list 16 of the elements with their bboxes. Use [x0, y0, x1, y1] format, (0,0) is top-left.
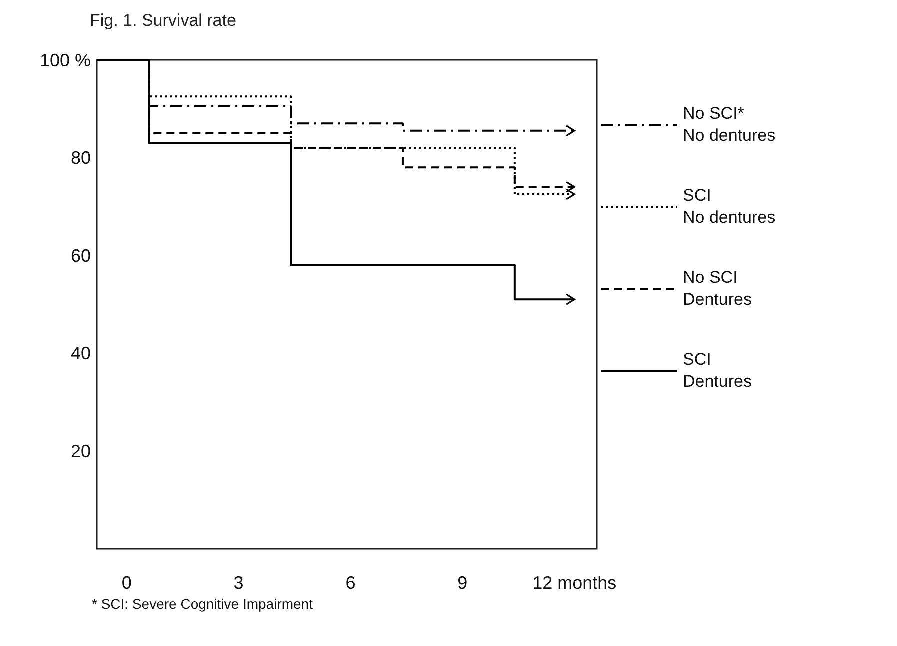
x-tick-label: 3: [234, 573, 244, 593]
chart-title: Fig. 1. Survival rate: [90, 11, 236, 30]
legend-label: SCI No dentures: [683, 186, 776, 227]
x-tick-label: 9: [458, 573, 468, 593]
x-tick-label: 0: [122, 573, 132, 593]
y-tick-label: 100 %: [40, 50, 91, 70]
y-tick-label: 40: [70, 344, 91, 364]
x-tick-label: 6: [346, 573, 356, 593]
y-tick-label: 80: [70, 148, 91, 168]
text: * SCI: Severe Cognitive Impairment: [92, 596, 314, 612]
x-tick-label: 12 months: [532, 573, 617, 593]
y-tick-label: 20: [70, 442, 91, 462]
legend-label: SCI Dentures: [683, 350, 752, 391]
legend-label: No SCI* No dentures: [683, 104, 776, 145]
y-tick-label: 60: [70, 246, 91, 266]
legend-label: No SCI Dentures: [683, 268, 752, 309]
